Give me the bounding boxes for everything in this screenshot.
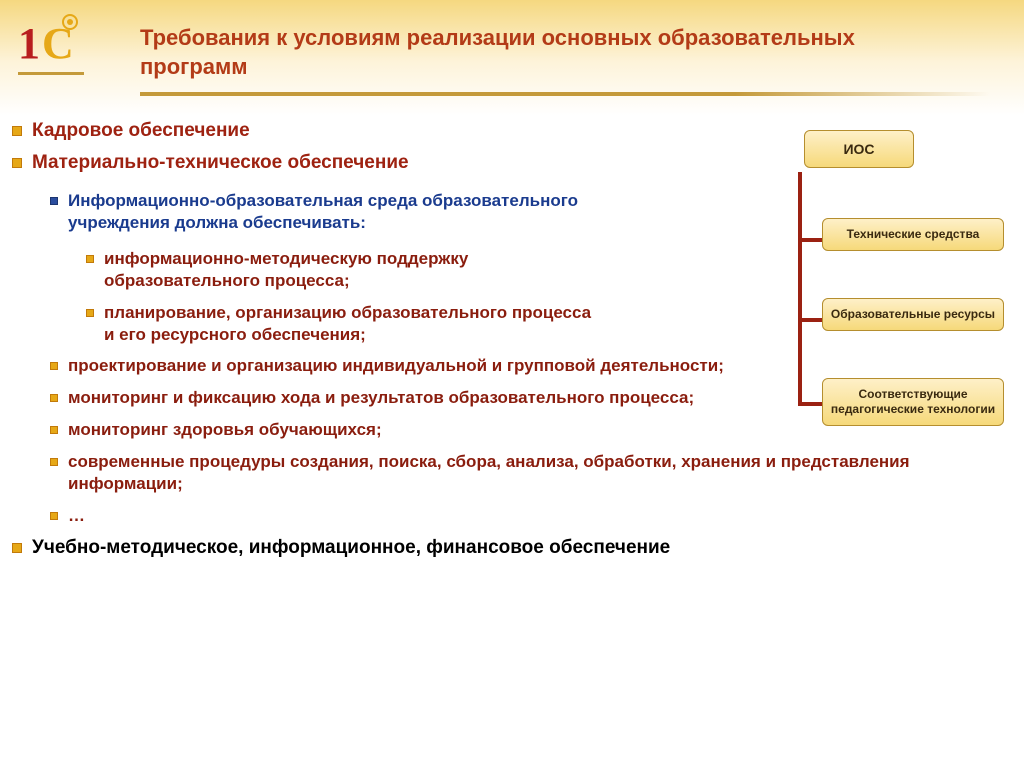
- lvl3-text: планирование, организацию образовательно…: [104, 302, 606, 346]
- bullet-square-icon: [50, 426, 58, 434]
- lvl3-text: информационно-методическую поддержку обр…: [104, 248, 606, 292]
- logo-1c: 1 C: [18, 18, 88, 78]
- logo-digit-1: 1: [18, 18, 40, 69]
- bottom-bullet-text: Учебно-методическое, информационное, фин…: [32, 537, 670, 559]
- bullet-square-icon: [50, 197, 58, 205]
- bullet-square-icon: [86, 255, 94, 263]
- lvl2-brown-text: …: [68, 505, 85, 527]
- blue-heading-row: Информационно-образовательная среда обра…: [50, 190, 610, 234]
- title-text: Требования к условиям реализации основны…: [140, 24, 900, 81]
- bullet-square-icon: [12, 158, 22, 168]
- ios-tree-diagram: ИОС Технические средства Образовательные…: [714, 130, 1004, 450]
- tree-child-node: Образовательные ресурсы: [822, 298, 1004, 331]
- tree-child-node: Технические средства: [822, 218, 1004, 251]
- bullet-square-icon: [12, 126, 22, 136]
- blue-heading-text: Информационно-образовательная среда обра…: [68, 190, 610, 234]
- lvl2-brown-text: мониторинг здоровья обучающихся;: [68, 419, 382, 441]
- bullet-square-icon: [86, 309, 94, 317]
- connector-horizontal: [798, 238, 822, 242]
- top-bullet-text: Кадровое обеспечение: [32, 120, 250, 142]
- logo-circle-icon: [62, 14, 78, 30]
- lvl2-brown-row: …: [50, 505, 970, 527]
- bullet-square-icon: [50, 458, 58, 466]
- lvl3-row: информационно-методическую поддержку обр…: [86, 248, 606, 292]
- bottom-bullet-row: Учебно-методическое, информационное, фин…: [0, 537, 1024, 559]
- title-underline: [140, 92, 990, 96]
- lvl2-brown-row: современные процедуры создания, поиска, …: [50, 451, 970, 495]
- slide-title: Требования к условиям реализации основны…: [140, 24, 900, 81]
- lvl2-brown-text: проектирование и организацию индивидуаль…: [68, 355, 724, 377]
- bullet-square-icon: [12, 543, 22, 553]
- lvl3-row: планирование, организацию образовательно…: [86, 302, 606, 346]
- connector-vertical: [798, 172, 802, 406]
- connector-horizontal: [798, 402, 822, 406]
- connector-horizontal: [798, 318, 822, 322]
- bullet-square-icon: [50, 394, 58, 402]
- tree-child-node: Соответствующие педагогические технологи…: [822, 378, 1004, 426]
- lvl2-brown-text: современные процедуры создания, поиска, …: [68, 451, 970, 495]
- tree-root-node: ИОС: [804, 130, 914, 168]
- bullet-square-icon: [50, 362, 58, 370]
- logo-underline: [18, 72, 84, 75]
- bullet-square-icon: [50, 512, 58, 520]
- lvl2-brown-text: мониторинг и фиксацию хода и результатов…: [68, 387, 694, 409]
- top-bullet-text: Материально-техническое обеспечение: [32, 152, 409, 174]
